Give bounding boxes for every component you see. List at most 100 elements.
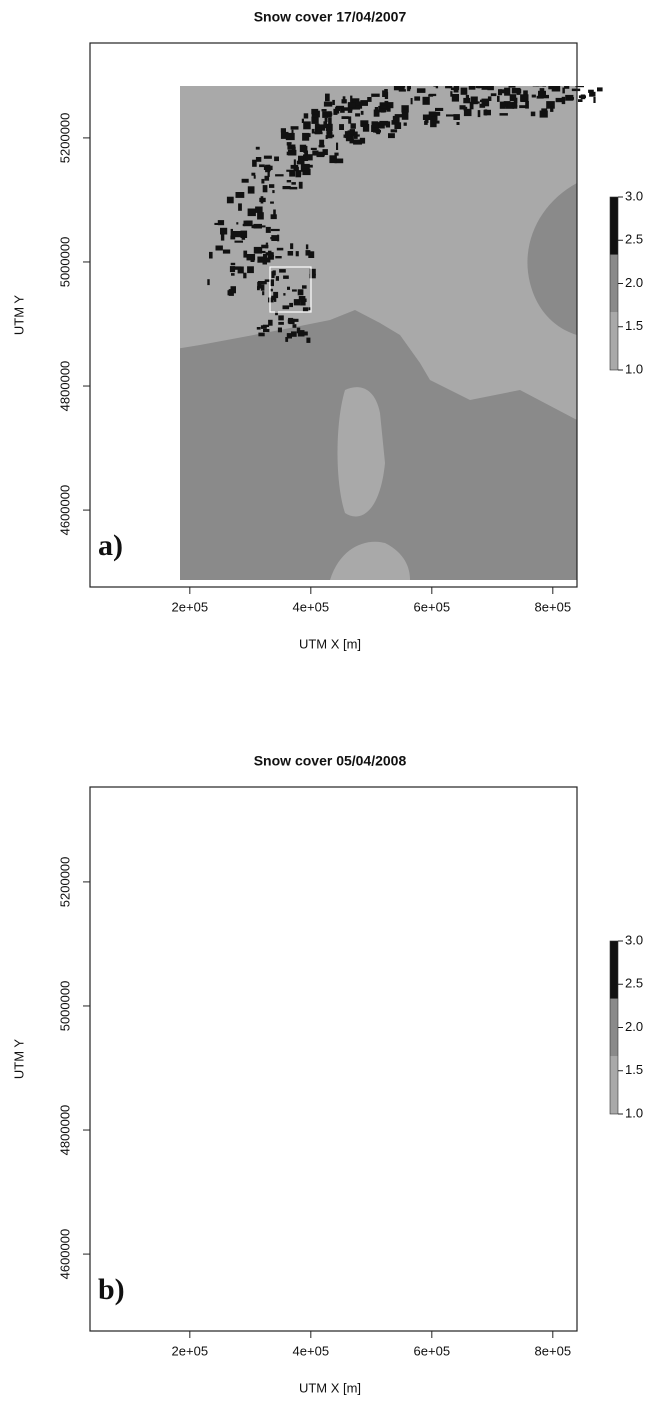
snow-pixel: [234, 984, 238, 990]
snow-pixel: [230, 982, 235, 986]
snow-pixel: [240, 1020, 243, 1022]
snow-pixel: [305, 1043, 311, 1048]
snow-pixel: [546, 101, 555, 109]
snow-pixel: [358, 865, 367, 872]
snow-pixel: [243, 966, 246, 971]
snow-pixel: [324, 117, 328, 123]
snow-pixel: [418, 852, 425, 859]
snow-pixel: [508, 86, 516, 88]
snow-pixel: [224, 961, 227, 966]
snow-pixel: [373, 844, 377, 850]
snow-pixel: [323, 850, 326, 853]
snow-pixel: [384, 122, 390, 126]
snow-pixel: [451, 863, 457, 867]
snow-pixel: [434, 837, 439, 844]
snow-pixel: [278, 321, 284, 325]
snow-pixel: [232, 1014, 239, 1021]
snow-pixel: [367, 97, 372, 102]
map-bottom-strip: [180, 580, 577, 587]
snow-pixel: [355, 100, 360, 106]
chart-title: Snow cover 05/04/2008: [254, 753, 407, 769]
snow-pixel: [238, 998, 242, 1004]
snow-pixel: [596, 823, 600, 826]
snow-pixel: [300, 299, 306, 306]
snow-pixel: [360, 124, 368, 127]
snow-pixel: [557, 77, 560, 81]
snow-pixel: [448, 824, 450, 828]
snow-pixel: [308, 307, 311, 310]
snow-pixel: [560, 846, 566, 849]
snow-pixel: [295, 846, 302, 854]
snow-pixel: [362, 830, 371, 833]
snow-pixel: [292, 958, 294, 962]
snow-pixel: [290, 920, 294, 925]
snow-pixel: [289, 171, 296, 177]
snow-pixel: [506, 853, 511, 856]
snow-pixel: [281, 1079, 285, 1081]
snow-pixel: [215, 245, 223, 251]
snow-pixel: [298, 886, 304, 892]
snow-pixel: [338, 910, 341, 915]
snow-pixel: [268, 319, 273, 326]
snow-pixel: [558, 64, 564, 67]
snow-pixel: [498, 89, 503, 96]
snow-pixel: [268, 297, 274, 303]
snow-pixel: [371, 848, 375, 850]
snow-pixel: [297, 929, 304, 934]
snow-pixel: [266, 167, 272, 171]
snow-pixel: [241, 178, 249, 183]
snow-pixel: [322, 149, 328, 155]
snow-pixel: [262, 1058, 265, 1062]
snow-pixel: [226, 196, 234, 204]
snow-pixel: [422, 114, 431, 120]
snow-pixel: [556, 833, 559, 839]
snow-pixel: [294, 1078, 300, 1082]
snow-pixel: [293, 925, 296, 929]
snow-pixel: [437, 871, 446, 874]
snow-pixel: [290, 922, 296, 928]
snow-pixel: [278, 315, 284, 321]
snow-pixel: [316, 898, 319, 905]
snow-pixel: [440, 866, 444, 869]
snow-pixel: [298, 155, 304, 161]
snow-pixel: [320, 887, 325, 889]
snow-pixel: [280, 131, 289, 139]
snow-pixel: [583, 75, 586, 77]
snow-pixel: [246, 981, 253, 987]
snow-pixel: [303, 861, 308, 867]
snow-pixel: [377, 876, 382, 884]
snow-pixel: [271, 912, 279, 918]
snow-pixel: [305, 244, 309, 250]
snow-pixel: [551, 819, 558, 827]
snow-pixel: [281, 979, 288, 984]
snow-pixel: [303, 1031, 306, 1038]
snow-pixel: [288, 1051, 291, 1056]
snow-pixel: [402, 869, 406, 875]
snow-pixel: [532, 859, 537, 862]
snow-pixel: [472, 818, 477, 825]
snow-pixel: [510, 822, 512, 830]
snow-pixel: [439, 866, 448, 870]
snow-pixel: [563, 76, 566, 83]
snow-pixel: [256, 327, 261, 330]
snow-pixel: [293, 934, 298, 941]
snow-pixel: [360, 120, 369, 127]
snow-pixel: [480, 807, 482, 810]
snow-pixel: [354, 862, 358, 867]
snow-pixel: [261, 178, 265, 184]
snow-pixel: [396, 819, 404, 827]
snow-pixel: [300, 163, 310, 172]
snow-pixel: [519, 841, 526, 848]
snow-pixel: [238, 973, 245, 980]
snow-pixel: [557, 59, 560, 67]
snow-pixel: [294, 904, 300, 912]
snow-pixel: [288, 966, 291, 970]
snow-pixel: [465, 832, 469, 835]
snow-pixel: [533, 860, 540, 864]
snow-pixel: [282, 305, 290, 310]
snow-pixel: [277, 1056, 284, 1062]
snow-pixel: [227, 1015, 236, 1017]
snow-pixel: [402, 818, 407, 822]
snow-pixel: [243, 958, 251, 961]
